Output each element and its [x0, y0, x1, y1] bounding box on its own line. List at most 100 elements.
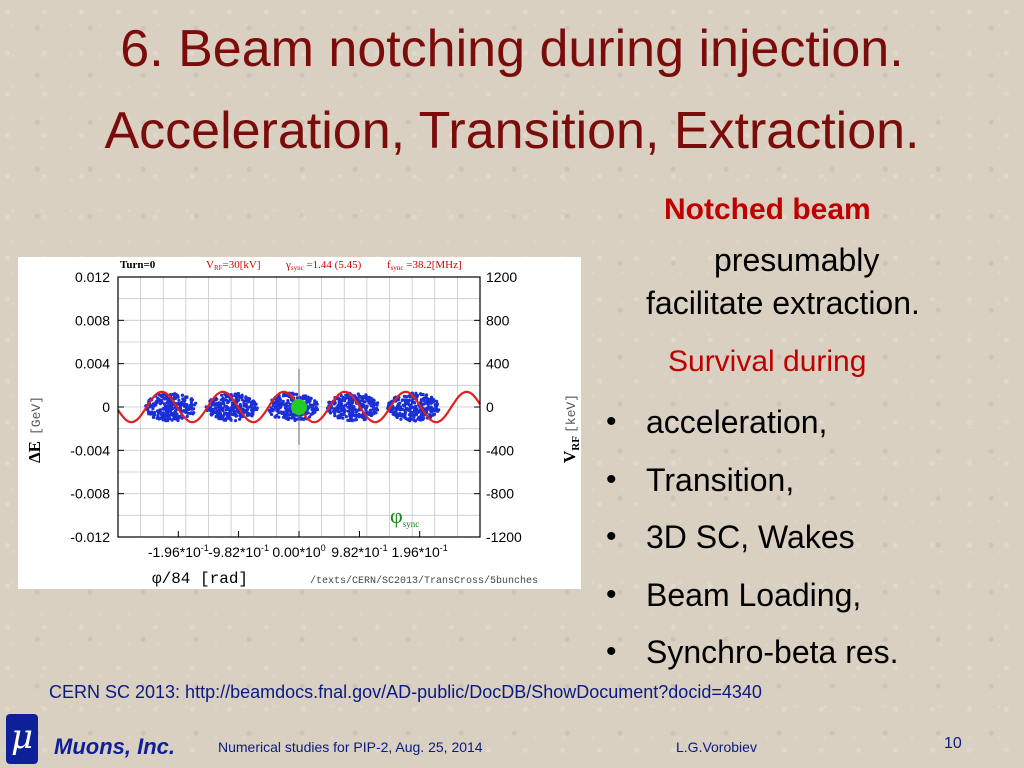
bunch-point: [162, 413, 166, 417]
bunch-point: [161, 407, 165, 411]
bunch-point: [278, 398, 282, 402]
bunch-point: [333, 401, 337, 405]
bunch-point: [333, 414, 337, 418]
bunch-point: [419, 414, 424, 418]
bunch-point: [371, 404, 376, 408]
bunch-point: [312, 402, 316, 406]
bunch-point: [237, 395, 241, 399]
slide-title-line1: 6. Beam notching during injection.: [120, 20, 904, 78]
bunch-point: [369, 402, 373, 406]
bunch-1: [144, 392, 198, 423]
page-number: 10: [944, 735, 962, 752]
bunch-point: [354, 410, 358, 414]
bunch-point: [327, 400, 331, 404]
bunch-point: [187, 407, 191, 412]
bunch-point: [403, 411, 408, 415]
bunch-point: [371, 407, 375, 411]
bunch-point: [233, 419, 238, 423]
bunch-point: [295, 392, 299, 396]
bunch-point: [151, 407, 155, 411]
reference-link[interactable]: CERN SC 2013: http://beamdocs.fnal.gov/A…: [49, 682, 762, 702]
bunch-point: [399, 414, 403, 418]
bunch-point: [281, 394, 286, 398]
bunch-point: [153, 402, 157, 406]
bunch-point: [368, 408, 372, 412]
bunch-point: [341, 395, 345, 400]
bunch-point: [177, 414, 181, 419]
bunch-point: [355, 396, 359, 400]
bunch-point: [426, 402, 430, 406]
bunch-point: [240, 393, 244, 397]
bunch-point: [288, 402, 292, 406]
bunch-point: [184, 395, 188, 399]
bunch-point: [391, 412, 395, 416]
bunch-point: [360, 414, 364, 418]
file-path-label: /texts/CERN/SC2013/TransCross/5bunches: [310, 575, 538, 587]
bunch-point: [163, 402, 167, 406]
bunch-point: [176, 417, 180, 421]
bunch-point: [344, 393, 348, 397]
bunch-point: [224, 418, 228, 422]
bunch-point: [157, 398, 161, 402]
y-left-tick-label: 0.008: [75, 312, 110, 328]
bunch-point: [336, 404, 340, 408]
bunch-point: [244, 398, 248, 402]
bunch-point: [172, 393, 176, 397]
bunch-point: [170, 418, 174, 422]
bunch-point: [344, 415, 348, 419]
bunch-point: [412, 410, 416, 414]
bunch-point: [419, 393, 423, 397]
bunch-point: [375, 403, 379, 407]
bunch-point: [168, 401, 172, 405]
bunch-point: [159, 399, 163, 403]
bunch-point: [181, 397, 185, 401]
bunch-point: [189, 399, 193, 403]
bunch-point: [223, 411, 228, 415]
bunch-point: [347, 418, 352, 423]
bunch-point: [152, 404, 156, 408]
bunch-point: [276, 401, 281, 406]
bunch-point: [185, 405, 189, 409]
bunch-point: [189, 397, 194, 401]
bunch-point: [332, 409, 336, 413]
bunch-point: [387, 401, 391, 405]
bunch-point: [404, 401, 408, 405]
bunch-point: [214, 403, 219, 407]
bunch-point: [410, 405, 414, 410]
y-left-tick-label: -0.008: [70, 486, 110, 502]
bunch-point: [284, 416, 288, 420]
bunch-point: [158, 409, 162, 413]
bunch-point: [406, 398, 410, 403]
footer-text: Numerical studies for PIP-2, Aug. 25, 20…: [218, 739, 483, 755]
bunch-point: [180, 402, 184, 406]
bunch-point: [337, 399, 341, 403]
bunch-point: [415, 408, 419, 412]
y-right-label: VRF [keV]: [560, 394, 582, 463]
bunch-point: [217, 404, 221, 409]
bunch-point: [295, 396, 299, 400]
bunch-point: [390, 409, 394, 413]
bunch-point: [250, 412, 254, 416]
bunch-point: [344, 403, 348, 407]
bunch-point: [171, 407, 175, 411]
x-tick-label: 1.96*10-1: [392, 543, 448, 560]
bunch-point: [354, 414, 358, 418]
footer-author: L.G.Vorobiev: [676, 739, 757, 755]
y-right-tick-label: 0: [486, 399, 494, 415]
bullet-item: 3D SC, Wakes: [606, 517, 899, 575]
bunch-point: [216, 409, 220, 413]
bunch-point: [286, 399, 290, 403]
svg-text:[GeV]: [GeV]: [29, 396, 44, 435]
x-tick-label: -1.96*10-1: [148, 543, 209, 560]
bunch-point: [236, 392, 240, 396]
bunch-point: [431, 413, 435, 417]
bunch-point: [399, 408, 403, 412]
bunch-point: [151, 415, 155, 419]
bunch-point: [168, 409, 173, 413]
bunch-point: [221, 396, 225, 400]
bunch-point: [165, 418, 169, 422]
bunch-point: [176, 394, 180, 398]
y-right-tick-label: -1200: [486, 529, 522, 545]
bunch-point: [352, 407, 356, 411]
bunch-point: [253, 405, 257, 409]
